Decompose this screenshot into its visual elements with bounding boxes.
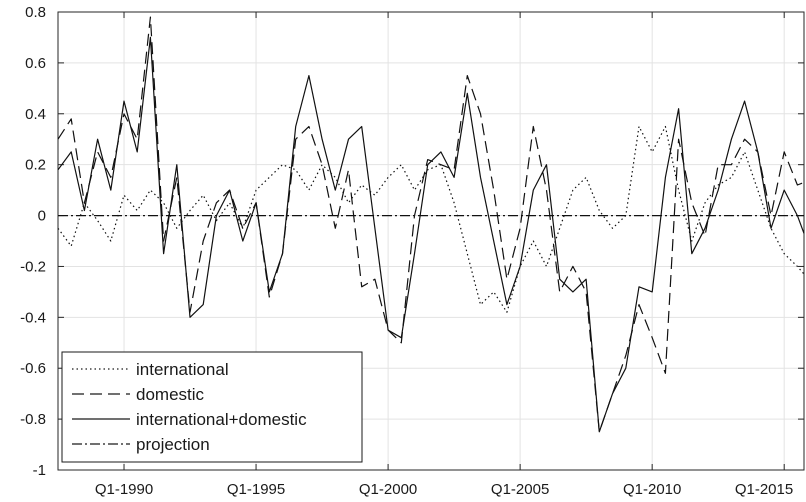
y-tick-label: -1	[33, 462, 46, 479]
legend: international domestic international+dom…	[61, 351, 363, 463]
series-lines	[57, 16, 805, 433]
legend-label-domestic: domestic	[136, 385, 205, 404]
y-tick-label: -0.4	[20, 309, 46, 326]
axes: 0.8 0.6 0.4 0.2 0 -0.2 -0.4 -0.6 -0.8 -1 Q1-1990 Q1…	[20, 4, 805, 498]
y-tick-label: 0.4	[25, 106, 46, 123]
x-tick-label: Q1-1990	[95, 481, 153, 498]
legend-label-projection: projection	[136, 435, 210, 454]
x-tick-label: Q1-2005	[491, 481, 549, 498]
legend-label-international: international	[136, 360, 229, 379]
y-tick-label: 0	[38, 208, 46, 225]
legend-entry-projection: projection	[72, 435, 210, 454]
y-tick-label: 0.8	[25, 4, 46, 21]
legend-entry-international: international	[72, 360, 229, 379]
x-tick-label: Q1-2010	[623, 481, 681, 498]
y-tick-label: -0.2	[20, 258, 46, 275]
y-tick-label: -0.6	[20, 360, 46, 377]
series-line-international	[57, 125, 805, 313]
y-tick-label: 0.2	[25, 157, 46, 174]
plot-frame	[57, 11, 805, 471]
x-tick-label: Q1-2015	[735, 481, 793, 498]
x-tick-label: Q1-2000	[359, 481, 417, 498]
y-tick-label: -0.8	[20, 411, 46, 428]
y-tick-label: 0.6	[25, 55, 46, 72]
legend-entry-domestic: domestic	[72, 385, 205, 404]
legend-entry-international-domestic: international+domestic	[72, 410, 307, 429]
series-line-international-domestic	[57, 36, 805, 433]
legend-label-international-domestic: international+domestic	[136, 410, 307, 429]
x-tick-label: Q1-1995	[227, 481, 285, 498]
